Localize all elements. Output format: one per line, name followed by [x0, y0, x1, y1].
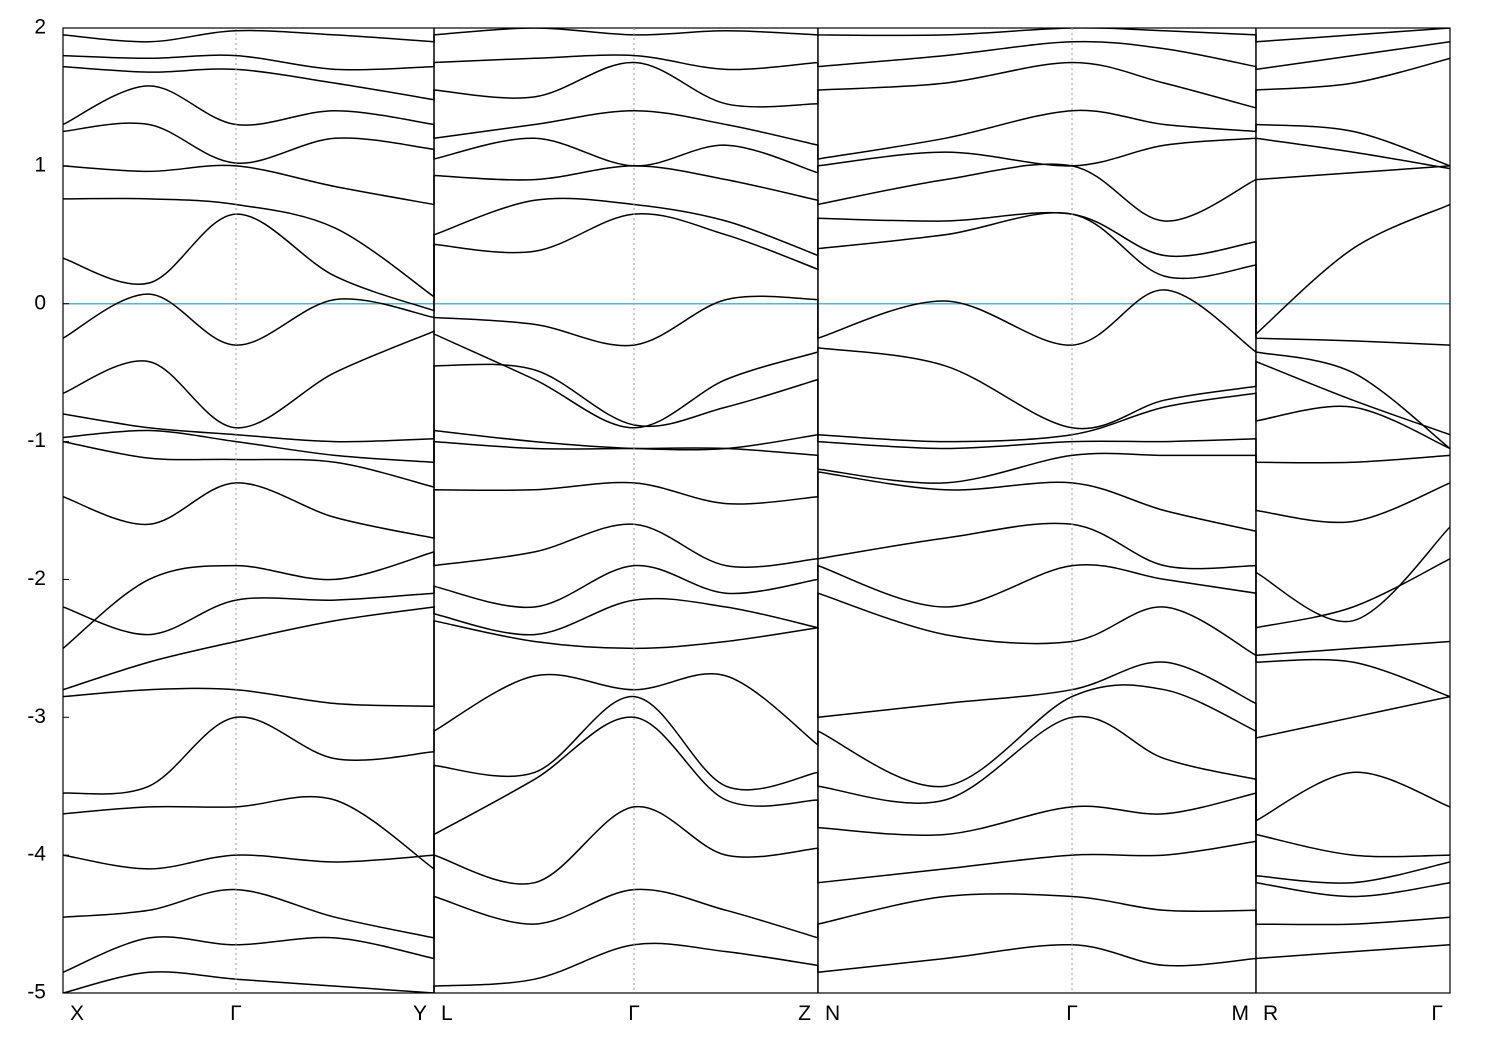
- band-line: [63, 363, 1450, 450]
- band-line: [63, 942, 1450, 993]
- x-tick-label: Γ: [1431, 1002, 1443, 1025]
- x-tick-label: Γ: [230, 1002, 242, 1025]
- y-tick-label: 1: [34, 153, 46, 176]
- y-tick-label: -3: [27, 705, 46, 728]
- band-line: [63, 330, 1450, 436]
- band-line: [63, 289, 1450, 450]
- plot-frame: [62, 27, 1451, 994]
- x-tick-label: L: [441, 1002, 453, 1025]
- y-tick-label: -2: [27, 567, 46, 590]
- band-line: [63, 563, 1450, 657]
- x-tick-label: X: [70, 1002, 84, 1025]
- band-line: [63, 197, 1450, 336]
- band-line: [63, 695, 1450, 871]
- band-line: [63, 122, 1450, 174]
- y-tick-label: -4: [27, 843, 46, 866]
- band-line: [63, 429, 1450, 464]
- band-line: [63, 163, 1450, 222]
- x-tick-label: N: [825, 1002, 840, 1025]
- band-line: [63, 440, 1450, 524]
- y-tick-label: 2: [34, 16, 46, 39]
- band-line: [63, 806, 1450, 939]
- band-line: [63, 28, 1450, 43]
- band-line: [63, 522, 1450, 649]
- band-line: [63, 57, 1450, 109]
- band-line: [63, 40, 1450, 71]
- x-tick-label: Γ: [628, 1002, 640, 1025]
- band-line: [63, 471, 1450, 623]
- x-tick-label: Γ: [1066, 1002, 1078, 1025]
- band-line: [63, 592, 1450, 698]
- band-line: [63, 85, 1450, 167]
- y-tick-label: -5: [27, 981, 46, 1004]
- band-line: [63, 888, 1450, 973]
- band-line: [63, 619, 1450, 739]
- y-tick-label: -1: [27, 429, 46, 452]
- band-line: [63, 672, 1450, 822]
- x-tick-label: Z: [798, 1002, 811, 1025]
- x-tick-label: Y: [413, 1002, 427, 1025]
- band-line: [63, 716, 1450, 884]
- x-tick-label: M: [1231, 1002, 1249, 1025]
- band-line: [63, 212, 1450, 346]
- x-tick-label: R: [1263, 1002, 1278, 1025]
- y-tick-label: 0: [34, 291, 46, 314]
- plot-area: [63, 28, 1450, 993]
